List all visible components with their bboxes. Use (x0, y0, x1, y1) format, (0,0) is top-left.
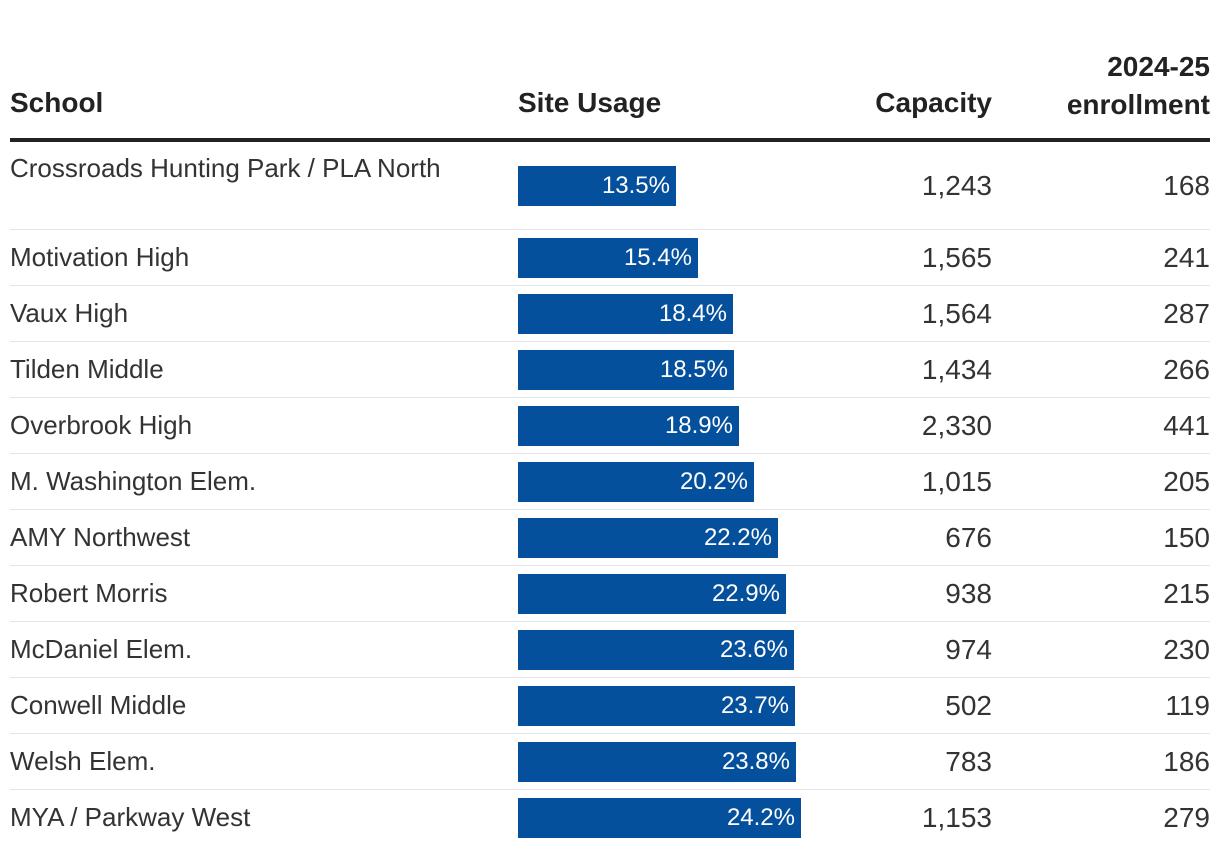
table-row: Vaux High 18.4% 1,564 287 (10, 286, 1210, 342)
table-header: School Site Usage Capacity 2024-25 enrol… (10, 0, 1210, 138)
table-row: MYA / Parkway West 24.2% 1,153 279 (10, 790, 1210, 845)
enrollment-value: 186 (1163, 746, 1210, 777)
table-row: Overbrook High 18.9% 2,330 441 (10, 398, 1210, 454)
enrollment-value: 279 (1163, 802, 1210, 833)
school-name: Vaux High (10, 298, 129, 328)
capacity-value: 1,434 (921, 354, 992, 385)
school-name: Crossroads Hunting Park / PLA North (10, 153, 441, 183)
enrollment-value: 215 (1163, 578, 1210, 609)
school-name: Motivation High (10, 242, 190, 272)
header-enrollment-year: 2024-25 (1107, 51, 1210, 82)
usage-bar: 18.4% (518, 294, 733, 334)
school-name: Welsh Elem. (10, 746, 156, 776)
table-row: Motivation High 15.4% 1,565 241 (10, 230, 1210, 286)
table-row: Tilden Middle 18.5% 1,434 266 (10, 342, 1210, 398)
table-row: M. Washington Elem. 20.2% 1,015 205 (10, 454, 1210, 510)
school-name: M. Washington Elem. (10, 466, 257, 496)
school-name: Robert Morris (10, 578, 168, 608)
school-name: McDaniel Elem. (10, 634, 193, 664)
header-site-usage: Site Usage (518, 87, 662, 118)
header-enrollment: 2024-25 enrollment (1067, 48, 1210, 124)
enrollment-value: 441 (1163, 410, 1210, 441)
usage-bar: 23.7% (518, 686, 795, 726)
capacity-value: 1,564 (921, 298, 992, 329)
usage-bar: 22.2% (518, 518, 778, 558)
enrollment-value: 205 (1163, 466, 1210, 497)
enrollment-value: 230 (1163, 634, 1210, 665)
enrollment-value: 119 (1165, 690, 1210, 721)
table-row: Crossroads Hunting Park / PLA North 13.5%… (10, 142, 1210, 230)
usage-bar: 18.5% (518, 350, 734, 390)
table-row: Conwell Middle 23.7% 502 119 (10, 678, 1210, 734)
capacity-value: 676 (945, 522, 992, 553)
capacity-value: 1,015 (921, 466, 992, 497)
school-name: AMY Northwest (10, 522, 191, 552)
usage-bar: 15.4% (518, 238, 698, 278)
table-row: Welsh Elem. 23.8% 783 186 (10, 734, 1210, 790)
table-row: Robert Morris 22.9% 938 215 (10, 566, 1210, 622)
usage-bar: 13.5% (518, 166, 676, 206)
usage-bar: 23.8% (518, 742, 796, 782)
header-enrollment-label: enrollment (1066, 89, 1210, 120)
usage-bar: 24.2% (518, 798, 801, 838)
header-divider (10, 138, 1210, 142)
usage-bar: 18.9% (518, 406, 739, 446)
capacity-value: 502 (945, 690, 992, 721)
capacity-value: 1,243 (921, 170, 992, 201)
usage-bar: 20.2% (518, 462, 754, 502)
header-capacity: Capacity (875, 87, 992, 118)
header-school: School (10, 87, 104, 118)
school-name: Tilden Middle (10, 354, 164, 384)
school-name: MYA / Parkway West (10, 802, 251, 832)
capacity-value: 1,565 (921, 242, 992, 273)
capacity-value: 1,153 (921, 802, 992, 833)
usage-bar: 22.9% (518, 574, 786, 614)
capacity-value: 2,330 (921, 410, 992, 441)
enrollment-value: 241 (1163, 242, 1210, 273)
school-name: Conwell Middle (10, 690, 187, 720)
capacity-value: 783 (945, 746, 992, 777)
enrollment-value: 168 (1163, 170, 1210, 201)
enrollment-value: 287 (1163, 298, 1210, 329)
capacity-value: 938 (945, 578, 992, 609)
enrollment-value: 266 (1163, 354, 1210, 385)
table-row: McDaniel Elem. 23.6% 974 230 (10, 622, 1210, 678)
school-name: Overbrook High (10, 410, 193, 440)
capacity-value: 974 (945, 634, 992, 665)
table-row: AMY Northwest 22.2% 676 150 (10, 510, 1210, 566)
usage-bar: 23.6% (518, 630, 794, 670)
enrollment-value: 150 (1163, 522, 1210, 553)
